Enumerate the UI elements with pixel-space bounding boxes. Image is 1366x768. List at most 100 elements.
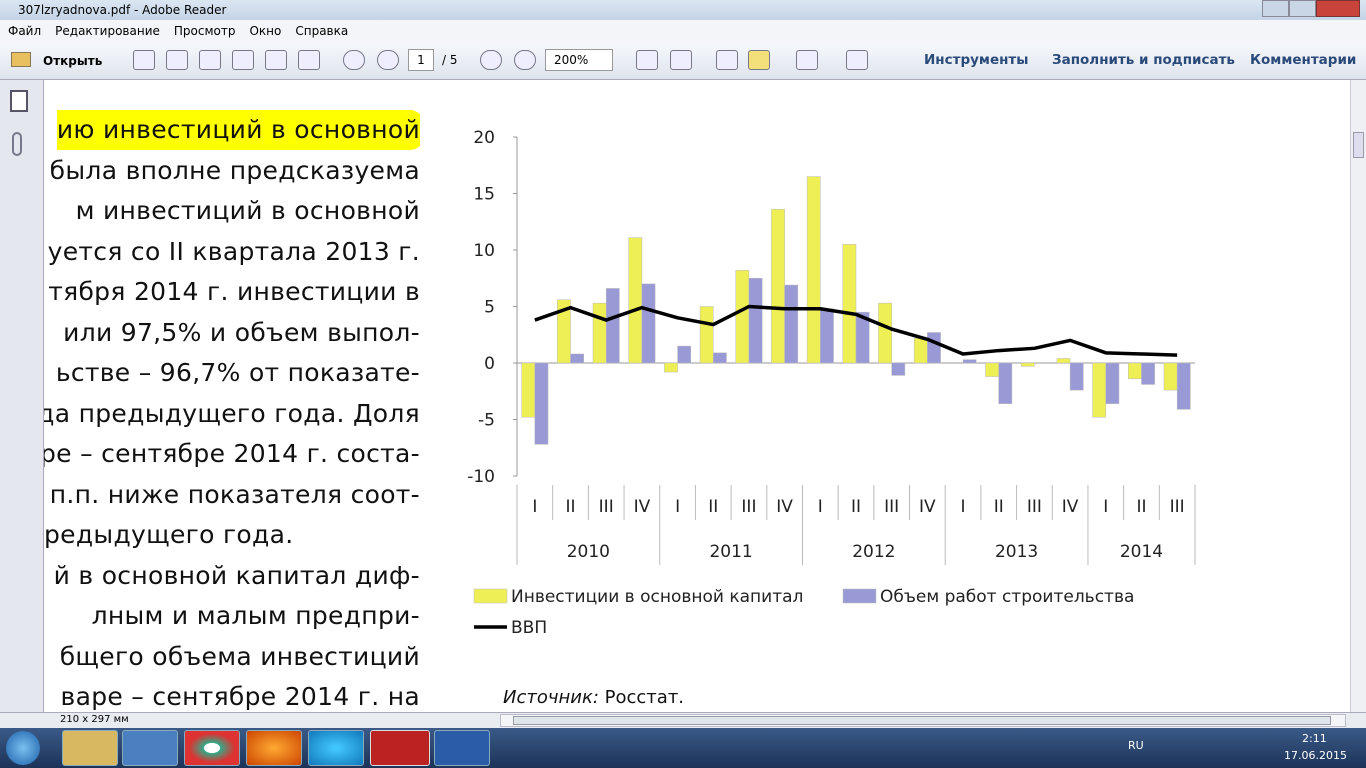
sign-link[interactable]: Заполнить и подписать [1052,52,1235,68]
tool-icon[interactable] [670,50,692,70]
x-tick-label: II [994,497,1004,517]
task-icon[interactable] [308,730,364,766]
clock-date[interactable]: 17.06.2015 [1284,749,1347,762]
bar [1176,362,1191,410]
task-icon[interactable] [184,730,240,766]
bar [557,299,571,364]
source-text: Росстат. [604,687,685,708]
bar [771,209,785,364]
bar [878,302,892,364]
tool-icon[interactable] [298,50,320,70]
bar [521,362,536,418]
page-input[interactable]: 1 [408,49,434,71]
bar [927,332,941,364]
bar [677,345,692,364]
bar [592,302,607,364]
bar [713,352,727,364]
tool-icon[interactable] [343,50,365,70]
pages-icon[interactable] [10,90,28,112]
x-tick-label: II [851,497,861,517]
x-tick-label: III [884,497,899,517]
x-tick-label: I [532,497,537,517]
x-group-label: 2012 [852,542,895,562]
nav-panel [0,80,44,712]
clock-time[interactable]: 2:11 [1302,732,1327,745]
source-label: Источник: [503,687,599,708]
text-line: лным и малым предпри- [91,601,420,630]
zoom-box[interactable]: 200% [545,49,613,71]
bar [820,308,834,364]
bar [534,362,549,445]
language[interactable]: RU [1128,739,1144,752]
task-icon[interactable] [62,730,118,766]
task-icon[interactable] [122,730,178,766]
tool-icon[interactable] [166,50,188,70]
tool-icon[interactable] [846,50,868,70]
legend-label: Инвестиции в основной капитал [511,587,803,607]
bar [998,362,1013,404]
tool-icon[interactable] [796,50,818,70]
text-line: п.п. ниже показателя соот- [49,479,420,509]
text-line: бщего объема инвестиций [59,641,420,671]
bar [1092,362,1107,418]
tool-icon[interactable] [265,50,287,70]
document-page: ию инвестиций в основной была вполне пред… [44,80,1350,712]
text-line: редыдущего года. [44,520,294,549]
tool-icon[interactable] [748,50,770,70]
window-controls[interactable] [1262,0,1362,18]
bar [784,284,799,364]
text-line: й в основной капитал диф- [53,560,420,590]
attach-icon[interactable] [12,132,22,156]
menu-item[interactable]: Просмотр [173,24,236,38]
horizontal-scrollbar[interactable] [500,714,1346,727]
x-tick-label: III [1170,497,1185,517]
tool-icon[interactable] [199,50,221,70]
x-tick-label: III [1027,497,1042,517]
bar [1020,362,1035,367]
text-line: или 97,5% и объем выпол- [63,317,420,347]
vertical-scrollbar[interactable] [1350,80,1366,712]
x-tick-label: IV [634,497,651,517]
bar [891,362,906,376]
tool-icon[interactable] [636,50,658,70]
x-group-label: 2011 [709,542,752,562]
text-line: да предыдущего года. Доля [44,398,420,428]
tool-icon[interactable] [514,50,536,70]
bar [1069,362,1084,391]
x-tick-label: III [741,497,756,517]
y-tick-label: 15 [473,185,495,205]
tool-icon[interactable] [480,50,502,70]
task-icon[interactable] [370,730,430,766]
text-line: м инвестиций в основной [75,196,420,225]
x-group-label: 2013 [995,542,1038,562]
x-group-label: 2014 [1120,542,1163,562]
taskbar: RU 2:11 17.06.2015 [0,728,1366,768]
title-bar: 307lzryadnova.pdf - Adobe Reader [0,0,1366,20]
bar [641,283,656,364]
tool-icon[interactable] [232,50,254,70]
tool-icon[interactable] [716,50,738,70]
menu-item[interactable]: Справка [295,24,349,38]
task-icon[interactable] [246,730,302,766]
bar [1163,362,1178,391]
legend-label: ВВП [511,618,547,638]
bar [1128,362,1142,380]
menu-item[interactable]: Редактирование [55,24,160,38]
menu-item[interactable]: Файл [8,24,42,38]
start-button[interactable] [6,731,40,765]
tools-link[interactable]: Инструменты [924,52,1029,68]
legend-label: Объем работ строительства [880,587,1134,607]
text-line: варе – сентябре 2014 г. на [60,682,420,711]
task-icon[interactable] [434,730,490,766]
tool-icon[interactable] [377,50,399,70]
y-tick-label: 10 [473,241,495,261]
open-button[interactable]: Открыть [8,50,108,72]
page-size: 210 x 297 мм [60,714,129,725]
tool-icon[interactable] [133,50,155,70]
comments-link[interactable]: Комментарии [1250,52,1357,68]
x-tick-label: II [1136,497,1146,517]
bar [664,362,678,373]
text-line: была вполне предсказуема [49,155,420,185]
menu-item[interactable]: Окно [249,24,282,38]
